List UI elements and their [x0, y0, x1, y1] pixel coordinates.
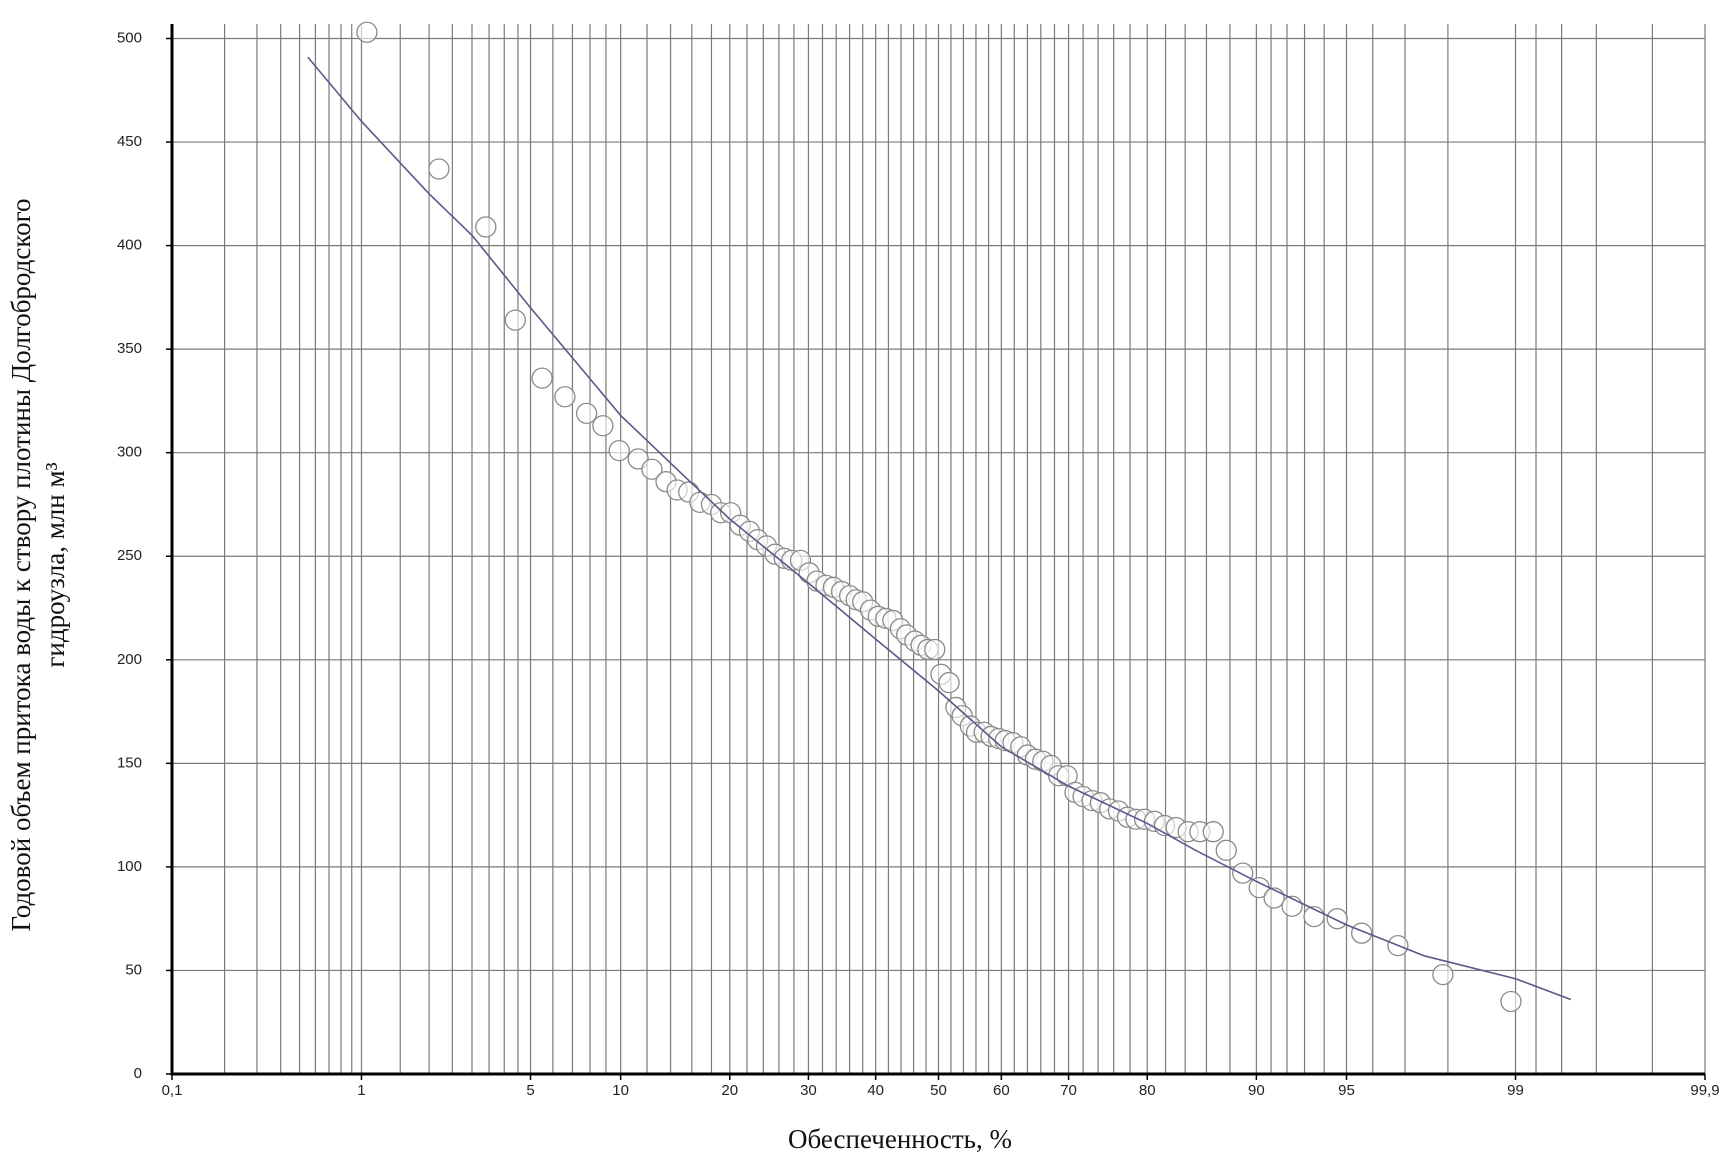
data-point — [1263, 887, 1285, 909]
y-tick-label: 400 — [117, 237, 142, 254]
x-tick-label: 90 — [1248, 1082, 1265, 1099]
x-tick-label: 99,9 — [1690, 1082, 1719, 1099]
x-tick-label: 95 — [1338, 1082, 1355, 1099]
x-tick-label: 30 — [800, 1082, 817, 1099]
x-tick-label: 5 — [526, 1082, 534, 1099]
x-tick-label: 60 — [993, 1082, 1010, 1099]
data-point — [938, 671, 960, 694]
data-point — [575, 402, 598, 424]
data-point — [531, 367, 553, 389]
data-point — [1500, 990, 1522, 1013]
x-tick-label: 10 — [612, 1082, 629, 1099]
y-tick-label: 500 — [117, 29, 142, 46]
x-tick-label: 70 — [1060, 1082, 1077, 1099]
y-tick-label: 50 — [125, 961, 142, 978]
y-tick-label: 200 — [117, 651, 142, 668]
data-point — [592, 415, 614, 437]
y-tick-label: 350 — [117, 340, 142, 357]
x-tick-label: 40 — [867, 1082, 884, 1099]
data-point — [504, 309, 526, 331]
data-point — [1202, 821, 1224, 843]
data-point — [1432, 963, 1454, 986]
x-tick-label: 20 — [721, 1082, 738, 1099]
y-tick-label: 250 — [117, 547, 142, 564]
y-tick-label: 150 — [117, 754, 142, 771]
x-tick-label: 80 — [1139, 1082, 1156, 1099]
y-axis-label: Годовой объем притока воды к створу плот… — [6, 198, 36, 931]
data-point — [428, 158, 450, 180]
data-point — [356, 21, 378, 43]
x-axis-label: Обеспеченность, % — [788, 1124, 1012, 1154]
y-axis-label: гидроузла, млн м³ — [40, 462, 70, 667]
data-point — [1326, 908, 1348, 930]
x-tick-label: 99 — [1507, 1082, 1524, 1099]
trend-line — [307, 56, 1572, 1001]
data-point — [608, 439, 630, 462]
data-point — [641, 458, 663, 480]
x-tick-label: 0,1 — [162, 1082, 183, 1099]
data-point — [1232, 862, 1254, 884]
y-tick-label: 450 — [117, 133, 142, 150]
data-point — [475, 216, 497, 238]
y-tick-label: 300 — [117, 444, 142, 461]
x-tick-label: 1 — [357, 1082, 365, 1099]
x-tick-label: 50 — [930, 1082, 947, 1099]
data-point — [924, 638, 946, 661]
grid — [171, 24, 1706, 1075]
data-point — [554, 386, 576, 408]
data-point — [1215, 839, 1237, 861]
y-tick-label: 0 — [134, 1065, 142, 1082]
y-tick-label: 100 — [117, 858, 142, 875]
